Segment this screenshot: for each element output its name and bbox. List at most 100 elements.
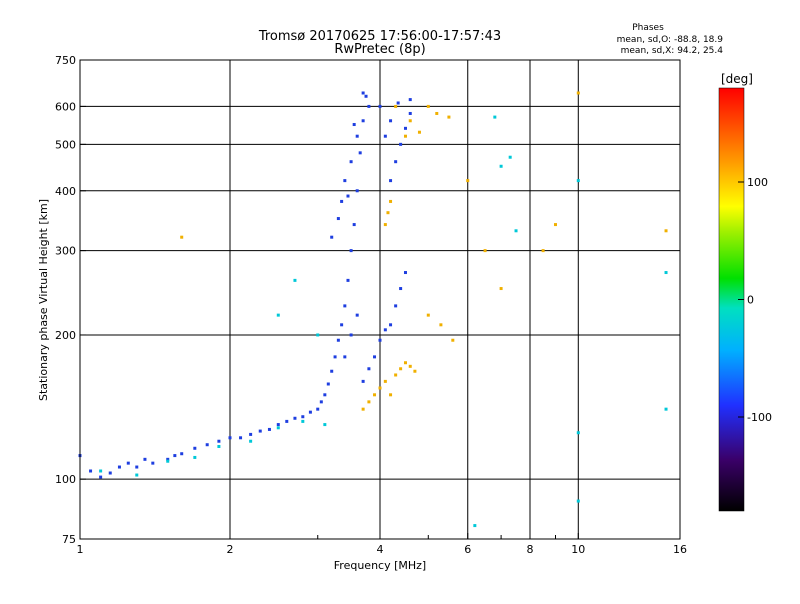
data-point (99, 475, 103, 479)
data-point (99, 469, 103, 473)
data-point (352, 123, 356, 127)
data-point (493, 115, 497, 119)
phase-stats-header: Phases (632, 23, 664, 33)
x-tick-label: 4 (377, 543, 384, 556)
data-point (394, 373, 398, 377)
data-point (135, 473, 139, 477)
y-tick-label: 500 (55, 138, 76, 151)
data-point (508, 155, 512, 159)
x-axis-label: Frequency [MHz] (334, 559, 426, 572)
data-point (664, 229, 668, 233)
data-point (417, 130, 421, 134)
data-point (373, 393, 377, 397)
data-point (323, 423, 327, 427)
x-tick-label: 1 (77, 543, 84, 556)
y-tick-label: 300 (55, 245, 76, 258)
data-point (383, 379, 387, 383)
data-point (326, 382, 330, 386)
data-point (499, 287, 503, 291)
phase-stats-o: mean, sd,O: -88.8, 18.9 (617, 35, 724, 45)
data-point (343, 179, 347, 183)
data-point (340, 323, 344, 327)
data-point (383, 134, 387, 138)
data-point (378, 338, 382, 342)
data-point (426, 313, 430, 317)
data-point (340, 199, 344, 203)
data-point (664, 407, 668, 411)
data-point (435, 111, 439, 115)
chart-subtitle: RwPretec (8p) (334, 42, 425, 57)
data-point (389, 179, 393, 183)
data-point (349, 333, 353, 337)
colorbar-tick-label: 100 (747, 176, 768, 189)
data-point (447, 115, 451, 119)
chart-title: Tromsø 20170625 17:56:00-17:57:43 (258, 29, 501, 44)
data-point (205, 443, 209, 447)
data-point (346, 194, 350, 198)
data-point (151, 461, 155, 465)
data-point (143, 457, 147, 461)
data-point (413, 369, 417, 373)
colorbar-label: [deg] (721, 72, 753, 86)
data-point (408, 111, 412, 115)
x-tick-label: 8 (527, 543, 534, 556)
data-point (664, 271, 668, 275)
data-point (361, 91, 365, 95)
data-point (173, 454, 177, 458)
data-point (373, 355, 377, 359)
data-point (308, 410, 312, 414)
data-point (316, 333, 320, 337)
data-point (389, 199, 393, 203)
data-point (466, 179, 470, 183)
data-point (576, 499, 580, 503)
y-tick-label: 750 (55, 54, 76, 67)
data-point (403, 361, 407, 365)
data-point (239, 436, 243, 440)
data-point (367, 400, 371, 404)
data-point (249, 432, 253, 436)
data-point (258, 429, 262, 433)
data-point (403, 126, 407, 130)
colorbar-tick-label: -100 (747, 411, 772, 424)
data-point (135, 465, 139, 469)
data-point (576, 179, 580, 183)
data-point (399, 287, 403, 291)
data-point (343, 355, 347, 359)
data-point (403, 134, 407, 138)
data-point (267, 427, 271, 431)
data-point (276, 426, 280, 430)
data-point (389, 323, 393, 327)
data-point (383, 223, 387, 227)
data-point (336, 338, 340, 342)
data-point (355, 134, 359, 138)
data-point (316, 407, 320, 411)
y-axis-label: Stationary phase Virtual Height [km] (37, 199, 50, 401)
data-point (403, 271, 407, 275)
data-point (378, 386, 382, 390)
data-point (319, 400, 323, 404)
x-tick-label: 16 (673, 543, 687, 556)
data-point (336, 217, 340, 221)
data-point (394, 160, 398, 164)
data-point (389, 119, 393, 123)
data-point (473, 524, 477, 528)
data-point (408, 119, 412, 123)
x-tick-label: 2 (227, 543, 234, 556)
data-point (333, 355, 337, 359)
data-point (383, 328, 387, 332)
colorbar-tick-label: 0 (747, 294, 754, 307)
data-point (553, 223, 557, 227)
data-point (276, 313, 280, 317)
data-point (426, 104, 430, 108)
data-point (378, 104, 382, 108)
data-point (343, 304, 347, 308)
data-point (408, 364, 412, 368)
data-point (217, 444, 221, 448)
data-point (293, 278, 297, 282)
data-point (108, 471, 112, 475)
data-point (301, 419, 305, 423)
data-point (364, 94, 368, 98)
colorbar-ticks: 100 0 -100 (738, 176, 772, 424)
data-point (355, 313, 359, 317)
